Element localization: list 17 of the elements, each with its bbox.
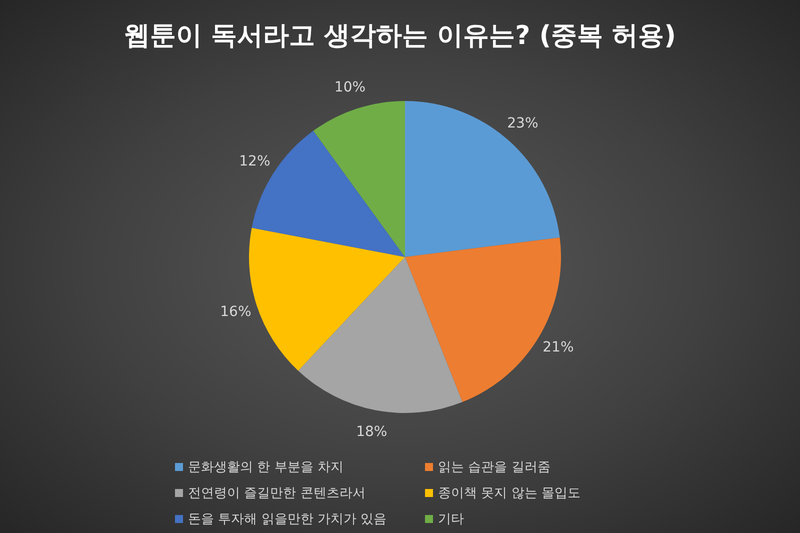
- pie-slice: [313, 101, 405, 257]
- pie-slice: [405, 101, 560, 257]
- chart-title: 웹툰이 독서라고 생각하는 이유는? (중복 허용): [122, 20, 678, 53]
- legend-label: 읽는 습관을 길러줌: [438, 459, 550, 476]
- data-label: 21%: [542, 340, 574, 356]
- data-label: 18%: [356, 424, 388, 440]
- data-label: 10%: [334, 80, 366, 96]
- pie-slice: [249, 228, 405, 371]
- legend-label: 전연령이 즐길만한 콘텐츠라서: [188, 485, 366, 502]
- data-label: 12%: [239, 154, 270, 170]
- data-label: 23%: [507, 115, 538, 132]
- legend-label: 종이책 못지 않는 몰입도: [438, 485, 580, 502]
- pie-slice: [298, 257, 462, 413]
- data-label: 16%: [220, 304, 252, 320]
- legend-label: 문화생활의 한 부분을 차지: [188, 459, 344, 476]
- legend-label: 기타: [438, 511, 464, 528]
- legend-label: 돈을 투자해 읽을만한 가치가 있음: [188, 511, 387, 528]
